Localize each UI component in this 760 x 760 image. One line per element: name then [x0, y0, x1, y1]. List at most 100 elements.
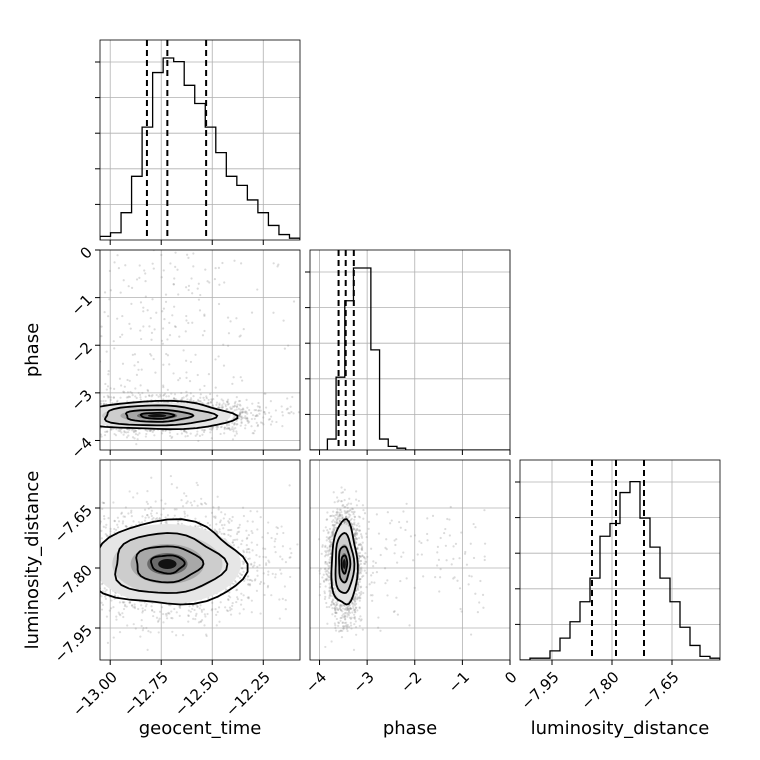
scatter-point [85, 588, 87, 590]
scatter-point [183, 515, 187, 518]
scatter-point [186, 398, 189, 401]
scatter-point [121, 522, 124, 525]
scatter-point [96, 599, 98, 601]
scatter-point [140, 604, 143, 607]
scatter-point [266, 586, 269, 589]
scatter-point [30, 407, 32, 409]
scatter-point [71, 556, 73, 558]
scatter-point [236, 423, 239, 426]
scatter-point [371, 539, 373, 541]
scatter-point [186, 394, 189, 397]
scatter-point [236, 403, 239, 406]
scatter-point [127, 395, 130, 398]
scatter-point [153, 434, 156, 437]
scatter-point [226, 408, 229, 411]
scatter-point [71, 426, 73, 428]
contour-0 [100, 518, 249, 606]
scatter-point [213, 277, 217, 281]
scatter-point [194, 517, 197, 520]
scatter-point [50, 406, 52, 408]
scatter-point [149, 429, 152, 432]
scatter-point [280, 525, 283, 528]
scatter-point [107, 395, 111, 399]
scatter-point [95, 590, 97, 592]
scatter-point [212, 506, 215, 509]
scatter-point [128, 601, 131, 604]
scatter-point [185, 371, 188, 374]
scatter-point [96, 416, 98, 418]
scatter-point [196, 504, 199, 507]
scatter-point [230, 407, 234, 410]
scatter-point [94, 416, 96, 418]
scatter-point [80, 558, 82, 560]
scatter-point [56, 412, 58, 414]
scatter-point [268, 561, 271, 564]
scatter-point [89, 407, 91, 409]
scatter-point [61, 351, 63, 353]
scatter-point [116, 516, 119, 519]
scatter-point [144, 272, 147, 275]
scatter-point [211, 404, 214, 408]
scatter-point [98, 552, 100, 554]
scatter-point [72, 426, 74, 428]
scatter-point [93, 409, 95, 411]
scatter-point [139, 393, 142, 396]
scatter-point [54, 381, 56, 383]
scatter-point [274, 551, 277, 554]
scatter-point [51, 512, 53, 514]
scatter-point [78, 604, 80, 606]
scatter-point [116, 317, 119, 320]
scatter-point [112, 501, 115, 504]
scatter-point [139, 635, 142, 638]
scatter-point [251, 520, 254, 523]
scatter-point [138, 264, 141, 267]
scatter-point [33, 428, 35, 430]
scatter-point [123, 430, 126, 433]
scatter-point [72, 422, 74, 424]
scatter-point [155, 512, 158, 515]
scatter-point [185, 502, 188, 505]
scatter-point [109, 398, 112, 402]
scatter-point [263, 410, 266, 414]
scatter-point [97, 588, 99, 590]
scatter-point [170, 610, 173, 613]
scatter-point [85, 550, 87, 552]
scatter-point [223, 513, 227, 516]
scatter-point [101, 507, 104, 510]
scatter-point [121, 601, 124, 604]
scatter-point [140, 521, 144, 524]
scatter-point [247, 547, 250, 551]
scatter-point [147, 630, 150, 633]
scatter-point [357, 543, 361, 546]
scatter-point [206, 612, 209, 616]
scatter-point [240, 592, 243, 595]
scatter-point [184, 435, 187, 438]
y-tick-label-luminosity_distance-0: −7.95 [51, 621, 96, 666]
scatter-point [272, 262, 275, 265]
scatter-point [97, 254, 99, 256]
scatter-point [198, 607, 201, 610]
scatter-point [273, 545, 276, 548]
scatter-point [93, 535, 95, 537]
scatter-point [91, 567, 93, 569]
scatter-point [248, 408, 251, 412]
scatter-point [100, 402, 103, 405]
scatter-point [66, 619, 68, 621]
scatter-point [63, 569, 65, 571]
scatter-point [183, 510, 186, 513]
scatter-point [203, 398, 206, 402]
scatter-point [106, 430, 109, 433]
scatter-point [262, 572, 265, 575]
scatter-point [225, 408, 228, 411]
scatter-point [140, 624, 143, 628]
scatter-point [56, 421, 58, 423]
scatter-point [249, 411, 253, 415]
scatter-point [54, 400, 56, 402]
scatter-point [241, 539, 244, 542]
scatter-point [128, 322, 131, 325]
scatter-point [173, 397, 176, 401]
scatter-point [200, 497, 203, 500]
scatter-point [162, 307, 166, 310]
scatter-point [95, 564, 97, 566]
scatter-point [259, 421, 263, 424]
